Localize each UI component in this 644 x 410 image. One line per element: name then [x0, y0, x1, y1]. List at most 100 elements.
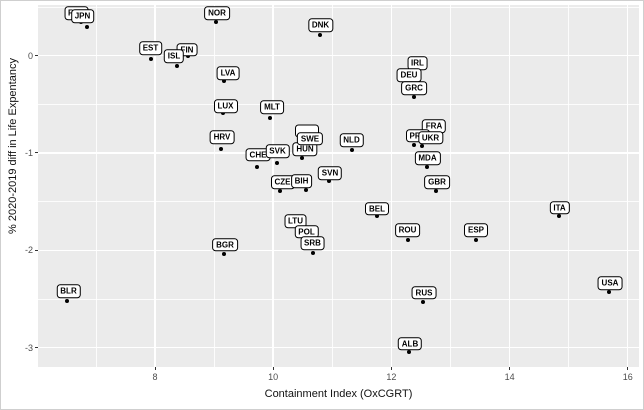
- data-point: [419, 144, 424, 149]
- data-point: [213, 19, 218, 24]
- x-gridline-minor: [331, 5, 333, 367]
- country-label: DNK: [307, 18, 334, 32]
- country-label: BIH: [290, 174, 313, 188]
- x-tick: [627, 367, 629, 370]
- data-point: [425, 164, 430, 169]
- y-gridline-minor: [38, 201, 639, 202]
- country-label: GRC: [401, 81, 427, 95]
- data-point: [421, 299, 426, 304]
- data-point: [474, 237, 479, 242]
- data-point: [254, 164, 259, 169]
- x-gridline-major: [627, 5, 629, 367]
- plot-panel: FRONORDNKFINLVAIRLLUXMLTHRVCHENLDFRAMDAG…: [38, 5, 639, 367]
- y-tick: [35, 347, 38, 349]
- data-point: [311, 251, 316, 256]
- country-label: SRB: [300, 236, 325, 250]
- country-label: ALB: [397, 336, 423, 351]
- data-point: [303, 187, 308, 192]
- y-gridline-major: [38, 152, 639, 154]
- x-gridline-major: [154, 5, 156, 367]
- country-label: EST: [138, 41, 163, 55]
- y-gridline-minor: [38, 6, 639, 8]
- x-tick: [509, 367, 511, 370]
- data-point: [412, 143, 417, 148]
- y-tick: [35, 249, 38, 251]
- country-label: HRV: [209, 130, 235, 144]
- data-point: [327, 179, 332, 184]
- country-label: CHE: [245, 147, 271, 162]
- x-tick-label: 10: [268, 372, 279, 382]
- x-tick: [272, 367, 274, 370]
- y-tick: [35, 152, 38, 154]
- y-gridline-major: [38, 249, 639, 251]
- data-point: [405, 237, 410, 242]
- y-gridline-minor: [38, 298, 639, 300]
- y-tick-label: -1: [24, 147, 33, 158]
- x-axis-title: Containment Index (OxCGRT): [264, 388, 413, 400]
- x-tick-label: 14: [504, 372, 515, 382]
- data-point: [278, 188, 283, 193]
- data-point: [268, 115, 273, 120]
- data-point: [174, 64, 179, 69]
- y-tick-label: -3: [24, 342, 33, 353]
- data-point: [274, 160, 279, 165]
- country-label: NOR: [204, 6, 230, 20]
- y-gridline-minor: [38, 103, 639, 105]
- data-point: [607, 290, 612, 295]
- x-gridline-major: [390, 5, 393, 367]
- data-point: [219, 147, 224, 152]
- country-label: ISL: [163, 49, 185, 63]
- country-label: LUX: [213, 99, 238, 113]
- x-tick-label: 12: [386, 372, 397, 382]
- y-gridline-major: [38, 346, 639, 349]
- country-label: SWE: [296, 131, 324, 146]
- data-point: [300, 155, 305, 160]
- country-label: ROU: [394, 223, 421, 237]
- data-point: [221, 78, 226, 83]
- y-gridline-major: [38, 54, 639, 57]
- y-tick-label: -2: [24, 245, 33, 256]
- country-label: DEU: [396, 68, 422, 82]
- x-tick-label: 16: [622, 372, 633, 382]
- data-point: [557, 214, 562, 219]
- y-axis-title: % 2020-2019 diff in Life Expentancy: [7, 57, 19, 234]
- country-label: BLR: [56, 284, 81, 298]
- y-tick-label: 0: [27, 50, 33, 61]
- country-label: JPN: [70, 9, 95, 23]
- data-point: [411, 95, 416, 100]
- country-label: BEL: [365, 201, 389, 216]
- data-point: [148, 57, 153, 62]
- data-point: [406, 350, 411, 355]
- country-label: NLD: [339, 133, 364, 147]
- data-point: [220, 111, 225, 116]
- country-label: USA: [597, 276, 623, 290]
- x-gridline-major: [508, 5, 511, 367]
- country-label: BGR: [212, 237, 238, 252]
- country-label: GBR: [424, 175, 450, 189]
- data-point: [318, 33, 323, 38]
- x-gridline-minor: [450, 5, 451, 367]
- country-label: MDA: [414, 151, 441, 165]
- country-label: LVA: [216, 66, 240, 80]
- x-tick-label: 8: [152, 372, 158, 382]
- data-point: [433, 188, 438, 193]
- data-point: [64, 298, 69, 303]
- x-tick: [154, 367, 156, 370]
- x-tick: [390, 367, 392, 370]
- country-label: SVN: [317, 166, 343, 180]
- country-label: ITA: [549, 200, 570, 215]
- x-gridline-minor: [568, 5, 569, 367]
- x-gridline-minor: [213, 5, 215, 367]
- country-label: UKR: [417, 130, 444, 145]
- country-label: RUS: [411, 285, 437, 300]
- data-point: [222, 252, 227, 257]
- data-point: [375, 214, 380, 219]
- y-tick: [35, 55, 38, 57]
- data-point: [349, 147, 354, 152]
- country-label: SVK: [265, 144, 290, 158]
- data-point: [85, 25, 90, 30]
- country-label: MLT: [260, 100, 284, 114]
- country-label: ESP: [463, 223, 489, 237]
- x-gridline-minor: [95, 5, 97, 367]
